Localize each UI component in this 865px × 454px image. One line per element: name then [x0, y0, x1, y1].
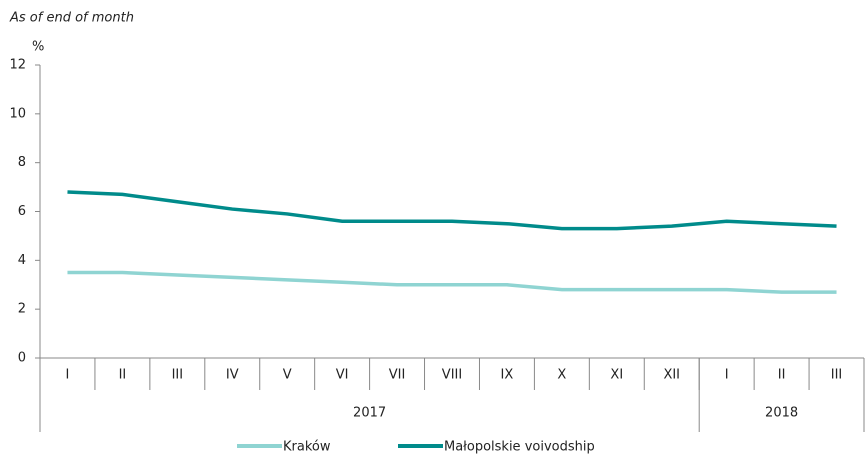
y-tick-label: 10 — [9, 106, 26, 121]
chart-subtitle: As of end of month — [9, 11, 134, 26]
x-tick-label: I — [725, 368, 729, 383]
y-tick-label: 8 — [18, 155, 26, 170]
y-tick-label: 2 — [18, 302, 26, 317]
y-tick-label: 6 — [18, 204, 26, 219]
x-tick-label: I — [66, 368, 70, 383]
group-label: 2017 — [353, 406, 386, 421]
x-tick-label: XI — [610, 368, 623, 383]
y-tick-label: 0 — [18, 351, 26, 366]
x-tick-label: III — [831, 368, 843, 383]
group-label: 2018 — [765, 406, 798, 421]
legend-label: Kraków — [283, 440, 331, 454]
x-tick-label: VIII — [442, 368, 462, 383]
series-line — [67, 190, 837, 231]
x-tick-label: IV — [226, 368, 239, 383]
series-line — [67, 270, 837, 294]
y-axis-label: % — [32, 40, 44, 55]
x-tick-label: II — [119, 368, 127, 383]
x-tick-label: II — [778, 368, 786, 383]
x-tick-label: III — [172, 368, 184, 383]
x-tick-label: VII — [389, 368, 406, 383]
y-tick-label: 4 — [18, 253, 26, 268]
x-tick-label: VI — [336, 368, 349, 383]
x-tick-label: V — [283, 368, 292, 383]
y-tick-label: 12 — [9, 58, 26, 73]
legend-label: Małopolskie voivodship — [444, 440, 595, 454]
x-tick-label: X — [557, 368, 566, 383]
x-tick-label: XII — [663, 368, 680, 383]
x-tick-label: IX — [501, 368, 514, 383]
